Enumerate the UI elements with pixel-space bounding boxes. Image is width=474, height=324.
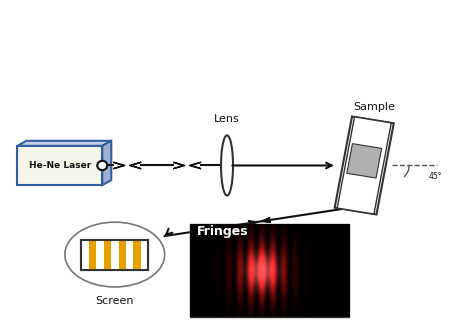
Bar <box>118 239 126 270</box>
Bar <box>96 239 103 270</box>
Text: Fringes: Fringes <box>197 225 249 238</box>
Bar <box>190 225 349 317</box>
Polygon shape <box>261 218 271 222</box>
Polygon shape <box>347 144 382 178</box>
Circle shape <box>97 161 107 170</box>
Bar <box>111 239 118 270</box>
Bar <box>141 239 148 270</box>
Bar <box>81 239 148 270</box>
Ellipse shape <box>65 222 164 287</box>
Bar <box>89 239 96 270</box>
Polygon shape <box>129 162 141 169</box>
Polygon shape <box>248 221 258 226</box>
Text: He-Ne Laser: He-Ne Laser <box>29 161 91 170</box>
Bar <box>81 239 148 270</box>
Text: Screen: Screen <box>95 296 134 306</box>
Text: 45°: 45° <box>429 172 443 181</box>
Polygon shape <box>335 116 394 214</box>
Polygon shape <box>337 117 391 214</box>
Polygon shape <box>221 135 233 196</box>
Circle shape <box>97 161 107 170</box>
Bar <box>103 239 111 270</box>
Bar <box>134 239 141 270</box>
Polygon shape <box>18 141 111 146</box>
Bar <box>81 239 89 270</box>
Polygon shape <box>173 162 185 169</box>
Text: Lens: Lens <box>214 114 240 124</box>
Polygon shape <box>189 162 201 169</box>
Polygon shape <box>113 162 125 169</box>
Bar <box>18 146 102 185</box>
Polygon shape <box>102 141 111 185</box>
Text: Sample: Sample <box>353 102 395 112</box>
Bar <box>126 239 134 270</box>
